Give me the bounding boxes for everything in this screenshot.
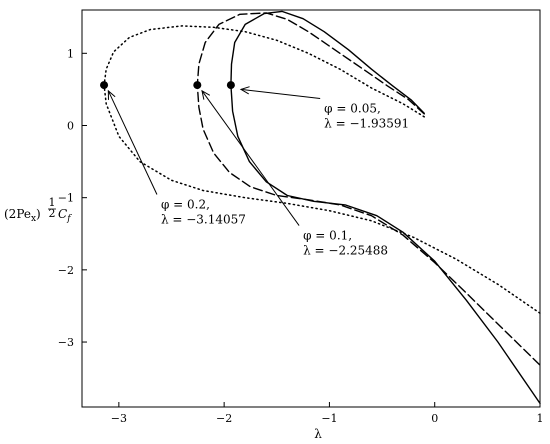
y-title-symbol: Cf — [58, 207, 72, 224]
annotation-value: λ = −2.25488 — [303, 244, 388, 258]
y-axis-title: (2Pex) — [4, 207, 41, 224]
x-tick-label: −1 — [321, 412, 337, 425]
y-tick-label: 1 — [67, 47, 74, 60]
y-title-prefix: (2Pe — [4, 207, 31, 221]
y-axis-ticks: −3 −2 −1 0 1 — [58, 47, 87, 349]
annotation-label: φ = 0.1, — [303, 229, 352, 243]
y-title-sub: x — [31, 214, 36, 224]
critical-point — [100, 81, 109, 90]
annotation-arrow — [201, 90, 300, 226]
y-tick-label: −2 — [58, 264, 74, 277]
y-tick-label: −1 — [58, 192, 74, 205]
x-tick-label: 1 — [537, 412, 544, 425]
y-tick-label: 0 — [67, 119, 74, 132]
y-title-symbol-main: C — [58, 207, 67, 221]
x-tick-label: −3 — [111, 412, 127, 425]
annotations: φ = 0.2,λ = −3.14057 φ = 0.1,λ = −2.25488… — [107, 86, 409, 258]
y-title-close: ) — [36, 207, 41, 221]
annotation-arrow — [240, 88, 321, 99]
annotation-arrowhead — [201, 89, 211, 100]
x-axis-ticks: −3 −2 −1 0 1 — [111, 402, 544, 425]
series-line-dotted — [103, 25, 541, 314]
plot-frame — [81, 9, 541, 408]
annotation-value: λ = −1.93591 — [324, 116, 409, 130]
series-line-dashed — [196, 12, 541, 366]
x-axis-title: λ — [314, 427, 322, 441]
annotation-arrowhead — [107, 89, 116, 100]
x-tick-label: −2 — [216, 412, 232, 425]
series-line-solid — [230, 10, 541, 405]
annotation-arrowhead — [239, 86, 250, 95]
annotation-value: λ = −3.14057 — [161, 213, 246, 227]
annotation-label: φ = 0.2, — [161, 198, 210, 212]
y-title-exp-num: 1 — [49, 196, 56, 209]
annotation-label: φ = 0.05, — [324, 101, 381, 115]
annotation-arrow — [107, 90, 158, 195]
y-tick-label: −3 — [58, 336, 74, 349]
y-title-exp-den: 2 — [49, 207, 56, 220]
y-title-symbol-sub: f — [66, 214, 72, 224]
critical-point — [193, 81, 202, 90]
critical-point — [226, 81, 235, 90]
x-tick-label: 0 — [431, 412, 438, 425]
critical-points — [100, 81, 235, 90]
